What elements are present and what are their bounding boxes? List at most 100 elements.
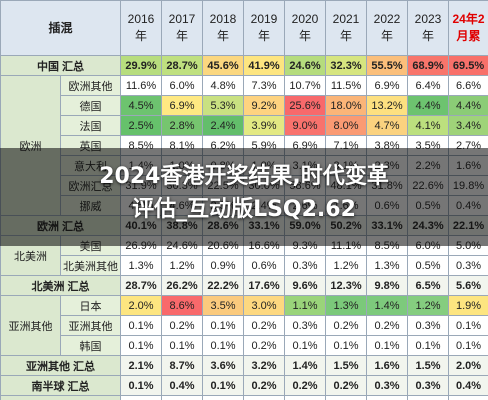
value-cell: 2.0% xyxy=(448,355,488,376)
banner-headline[interactable]: 2024香港开奖结果,时代变革 评估_互动版LSQ2.62 xyxy=(0,160,488,226)
value-cell: 4.5% xyxy=(120,95,163,116)
value-cell: 45.6% xyxy=(202,55,245,76)
value-cell: 1.3% xyxy=(120,255,163,276)
value-cell: 0.2% xyxy=(325,315,368,336)
value-cell: 17.6% xyxy=(243,275,286,296)
year-header-suffix: 年 xyxy=(217,29,230,43)
year-header: 2017 年 xyxy=(161,0,204,56)
value-cell: 24.6% xyxy=(284,55,327,76)
year-header-year: 2018 xyxy=(209,12,237,26)
value-cell: 9.0% xyxy=(284,115,327,136)
row-group-label: 总计 xyxy=(0,395,122,400)
year-header-year: 2016 xyxy=(127,12,155,26)
value-cell: 1.6% xyxy=(366,355,409,376)
value-cell: 100% xyxy=(407,395,450,400)
row-sub-label: 日本 xyxy=(59,295,122,316)
value-cell: 2.5% xyxy=(120,115,163,136)
value-cell: 9.2% xyxy=(243,95,286,116)
value-cell: 0.3% xyxy=(284,255,327,276)
year-header-year: 2020 xyxy=(291,12,319,26)
value-cell: 0.1% xyxy=(448,335,488,356)
row-sub-label: 法国 xyxy=(59,115,122,136)
value-cell: 0.1% xyxy=(120,335,163,356)
year-header: 2023 年 xyxy=(407,0,450,56)
value-cell: 1.5% xyxy=(325,355,368,376)
value-cell: 3.0% xyxy=(243,295,286,316)
value-cell: 5.6% xyxy=(448,275,488,296)
year-header-suffix: 年 xyxy=(258,29,271,43)
year-header-year: 2017 xyxy=(168,12,196,26)
value-cell: 1.4% xyxy=(284,355,327,376)
table-header: 插混 2016 年 2017 年 2018 年 2019 年 2020 年 2021 年 2022 年 20… xyxy=(0,0,488,56)
value-cell: 8.0% xyxy=(325,115,368,136)
value-cell: 22.2% xyxy=(202,275,245,296)
value-cell: 0.2% xyxy=(243,375,286,396)
table-row: 亚洲其他 日本 2.0% 8.6% 3.5% 3.0% 1.1% 1.3% 1.4% 1.2% 1.… xyxy=(0,295,488,356)
year-header: 2018 年 xyxy=(202,0,245,56)
value-cell: 100% xyxy=(366,395,409,400)
value-cell: 5.3% xyxy=(202,95,245,116)
value-cell: 41.9% xyxy=(243,55,286,76)
value-cell: 0.4% xyxy=(448,375,488,396)
value-cell: 0.2% xyxy=(366,315,409,336)
year-header-year: 24年2 xyxy=(452,12,485,26)
value-cell: 0.1% xyxy=(161,335,204,356)
value-cell: 100% xyxy=(448,395,488,400)
value-cell: 0.1% xyxy=(202,315,245,336)
value-cell: 13.2% xyxy=(366,95,409,116)
value-cell: 0.1% xyxy=(284,335,327,356)
value-cell: 0.6% xyxy=(243,255,286,276)
value-cell: 1.1% xyxy=(284,295,327,316)
value-cell: 0.1% xyxy=(448,315,488,336)
value-cell: 25.6% xyxy=(284,95,327,116)
table-row: 法国 2.5% 2.8% 2.4% 3.9% 9.0% 8.0% 4.7% 4.1% 3.4% xyxy=(1,115,488,136)
table-row: 亚洲其他 汇总 2.1% 8.7% 3.6% 3.2% 1.4% 1.5% 1.6% 1.5% 2… xyxy=(0,355,488,376)
value-cell: 0.2% xyxy=(243,315,286,336)
table-row: 中国 汇总 29.9% 28.7% 45.6% 41.9% 24.6% 32.3% 55.5%… xyxy=(0,55,488,76)
value-cell: 1.2% xyxy=(325,255,368,276)
row-group-label: 亚洲其他 汇总 xyxy=(0,355,122,376)
value-cell: 68.9% xyxy=(407,55,450,76)
year-header: 2020 年 xyxy=(284,0,327,56)
value-cell: 4.1% xyxy=(407,115,450,136)
value-cell: 3.9% xyxy=(243,115,286,136)
value-cell: 0.2% xyxy=(243,335,286,356)
value-cell: 1.9% xyxy=(448,295,488,316)
year-header-suffix: 年 xyxy=(422,29,435,43)
row-group-label: 亚洲其他 xyxy=(0,295,61,356)
value-cell: 11.5% xyxy=(325,75,368,96)
row-sub-label: 韩国 xyxy=(59,335,122,356)
table-row: 德国 4.5% 6.9% 5.3% 9.2% 25.6% 18.0% 13.2% 4.4% 4.4… xyxy=(1,95,488,116)
value-cell: 0.1% xyxy=(202,375,245,396)
row-group-label: 中国 汇总 xyxy=(0,55,122,76)
value-cell: 100% xyxy=(161,395,204,400)
row-sub-label: 欧洲其他 xyxy=(59,75,122,96)
year-header: 24年2 月累 xyxy=(448,0,488,56)
year-header-year: 2019 xyxy=(250,12,278,26)
year-header-year: 2021 xyxy=(332,12,360,26)
value-cell: 6.5% xyxy=(407,275,450,296)
value-cell: 11.6% xyxy=(120,75,163,96)
table-row: 亚洲其他 0.1% 0.2% 0.1% 0.2% 0.3% 0.2% 0.2% 0.3% 0.1% xyxy=(1,315,488,336)
value-cell: 6.4% xyxy=(407,75,450,96)
value-cell: 100% xyxy=(120,395,163,400)
value-cell: 100% xyxy=(202,395,245,400)
value-cell: 1.4% xyxy=(366,295,409,316)
value-cell: 28.7% xyxy=(120,275,163,296)
headline-line-1: 2024香港开奖结果,时代变革 xyxy=(99,164,389,189)
value-cell: 0.3% xyxy=(448,255,488,276)
value-cell: 4.8% xyxy=(202,75,245,96)
year-header: 2016 年 xyxy=(120,0,163,56)
value-cell: 0.1% xyxy=(202,335,245,356)
value-cell: 2.4% xyxy=(202,115,245,136)
value-cell: 4.4% xyxy=(407,95,450,116)
banner-overlay xyxy=(0,148,488,246)
year-header-year: 2022 xyxy=(373,12,401,26)
value-cell: 6.6% xyxy=(448,75,488,96)
value-cell: 0.3% xyxy=(407,375,450,396)
value-cell: 2.1% xyxy=(120,355,163,376)
value-cell: 0.3% xyxy=(366,375,409,396)
value-cell: 0.9% xyxy=(202,255,245,276)
year-header-suffix: 年 xyxy=(135,29,148,43)
